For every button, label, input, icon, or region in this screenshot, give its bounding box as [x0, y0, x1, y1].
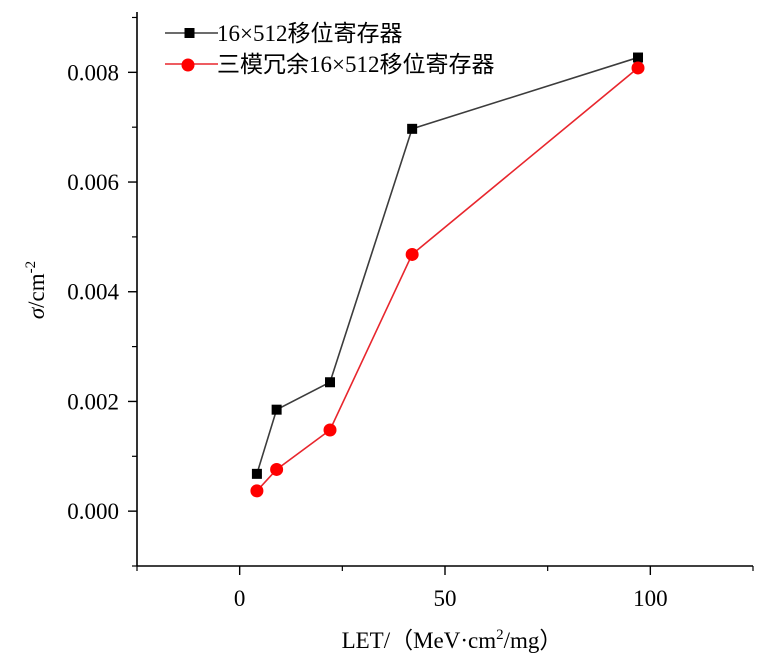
y-tick-label: 0.004: [67, 280, 119, 305]
series-2-point: [270, 462, 284, 476]
y-tick-label: 0.008: [67, 60, 119, 85]
ticks: 0 50 100 0.000 0.002 0.004 0.006 0.008: [67, 16, 754, 611]
series-2-line: [256, 67, 639, 492]
series-2-point: [323, 423, 337, 437]
legend-label-series-1: 16×512移位寄存器: [217, 21, 402, 46]
x-tick-label: 50: [434, 586, 457, 611]
y-tick-label: 0.000: [67, 499, 119, 524]
series-1-point: [251, 468, 262, 479]
x-tick-label: 0: [234, 586, 246, 611]
series-1-point: [271, 404, 282, 415]
legend-label-series-2: 三模冗余16×512移位寄存器: [217, 52, 494, 77]
series-2-point: [631, 61, 645, 75]
series-1-point: [325, 377, 336, 388]
legend-marker-series-2: [181, 58, 195, 72]
series-2-point: [250, 484, 264, 498]
series-1-line: [256, 56, 639, 475]
legend: 16×512移位寄存器 三模冗余16×512移位寄存器: [165, 21, 494, 77]
y-tick-label: 0.002: [67, 389, 119, 414]
y-axis-label: σ/cm-2: [23, 261, 49, 319]
x-tick-label: 100: [633, 586, 668, 611]
series-2-point: [405, 247, 419, 261]
x-axis-label: LET/（MeV·cm2/mg）: [342, 627, 563, 653]
axes: [136, 12, 753, 567]
y-tick-label: 0.006: [67, 170, 119, 195]
legend-marker-series-1: [184, 28, 195, 38]
series-1-point: [633, 52, 644, 63]
series-layer: [250, 52, 645, 498]
series-1-point: [407, 123, 418, 134]
